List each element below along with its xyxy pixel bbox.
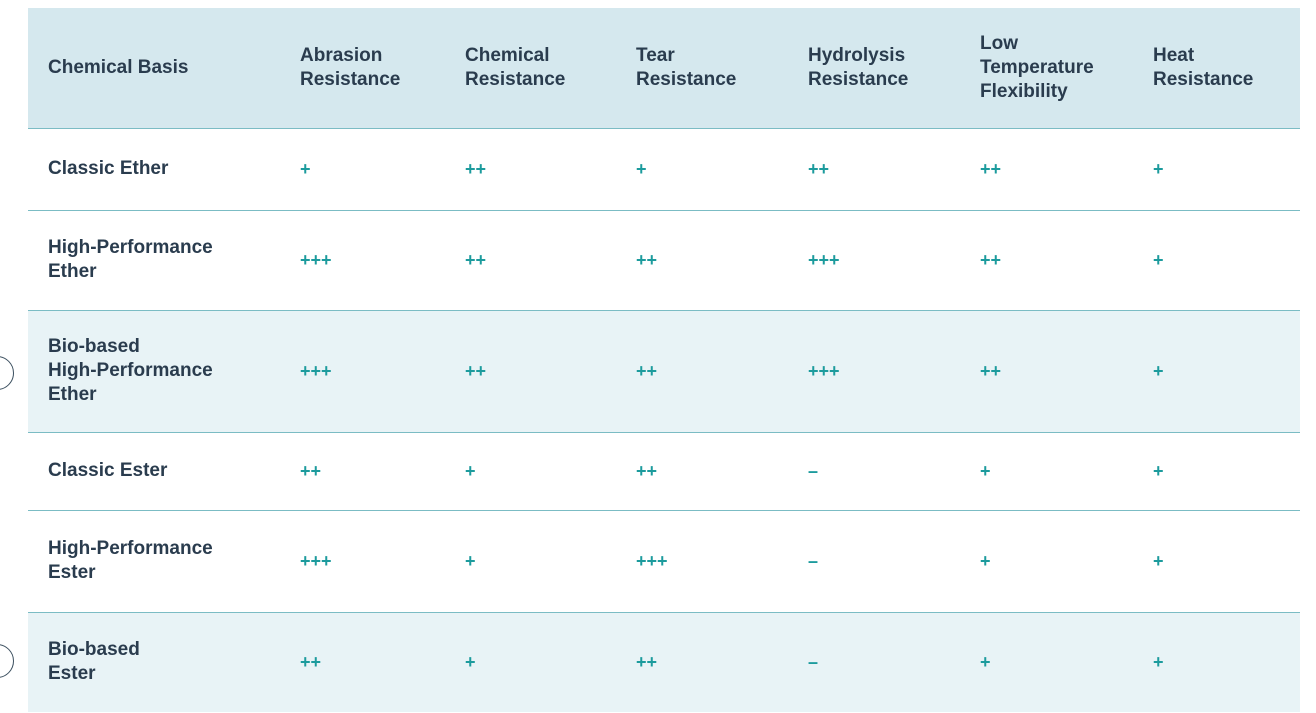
header-cell: Hydrolysis Resistance: [788, 8, 960, 128]
rating-cell: ++: [960, 209, 1133, 310]
rating-cell: +: [445, 431, 616, 510]
table-row: Classic Ester ++ + ++ – + +: [28, 431, 1300, 510]
rating-cell: +: [445, 509, 616, 612]
rating-cell: +: [960, 611, 1133, 712]
header-cell: Tear Resistance: [616, 8, 788, 128]
row-label: High-Performance Ether: [28, 209, 280, 310]
header-cell: Chemical Basis: [28, 8, 280, 128]
rating-cell: +++: [280, 209, 445, 310]
rating-cell: ++: [616, 209, 788, 310]
rating-cell: ++: [616, 309, 788, 432]
table-row: Bio-based Ester ++ + ++ – + +: [28, 611, 1300, 712]
rating-cell: +++: [788, 309, 960, 432]
rating-cell: –: [788, 509, 960, 612]
rating-cell: ++: [280, 611, 445, 712]
rating-cell: ++: [445, 209, 616, 310]
table-row: Bio-based High-Performance Ether +++ ++ ++ +…: [28, 309, 1300, 432]
rating-cell: +++: [788, 209, 960, 310]
rating-cell: +++: [280, 309, 445, 432]
rating-cell: ++: [616, 611, 788, 712]
rating-cell: ++: [788, 127, 960, 210]
rating-cell: +++: [616, 509, 788, 612]
rating-cell: ++: [445, 127, 616, 210]
rating-cell: –: [788, 431, 960, 510]
rating-cell: ++: [280, 431, 445, 510]
header-cell: Heat Resistance: [1133, 8, 1300, 128]
row-label: Classic Ester: [28, 431, 280, 510]
rating-cell: ++: [960, 309, 1133, 432]
comparison-table: Chemical Basis Abrasion Resistance Chemica…: [28, 8, 1300, 712]
rating-cell: +: [960, 431, 1133, 510]
rating-cell: +: [445, 611, 616, 712]
rating-cell: +: [960, 509, 1133, 612]
rating-cell: +: [1133, 127, 1300, 210]
header-cell: Abrasion Resistance: [280, 8, 445, 128]
rating-cell: +++: [280, 509, 445, 612]
row-label: Bio-based Ester: [28, 611, 280, 712]
bio-icon: [0, 356, 14, 390]
table-row: Classic Ether + ++ + ++ ++ +: [28, 127, 1300, 210]
rating-cell: ++: [616, 431, 788, 510]
rating-cell: +: [1133, 509, 1300, 612]
header-cell: Chemical Resistance: [445, 8, 616, 128]
table-row: High-Performance Ether +++ ++ ++ +++ ++ +: [28, 209, 1300, 310]
row-label: High-Performance Ester: [28, 509, 280, 612]
row-label: Bio-based High-Performance Ether: [28, 309, 280, 432]
table-row: High-Performance Ester +++ + +++ – + +: [28, 509, 1300, 612]
rating-cell: +: [1133, 431, 1300, 510]
rating-cell: +: [1133, 309, 1300, 432]
bio-icon: [0, 644, 14, 678]
rating-cell: +: [616, 127, 788, 210]
rating-cell: –: [788, 611, 960, 712]
rating-cell: +: [280, 127, 445, 210]
header-cell: Low Temperature Flexibility: [960, 8, 1133, 128]
rating-cell: +: [1133, 611, 1300, 712]
rating-cell: ++: [960, 127, 1133, 210]
header-row: Chemical Basis Abrasion Resistance Chemica…: [28, 8, 1300, 128]
rating-cell: +: [1133, 209, 1300, 310]
row-label: Classic Ether: [28, 127, 280, 210]
rating-cell: ++: [445, 309, 616, 432]
